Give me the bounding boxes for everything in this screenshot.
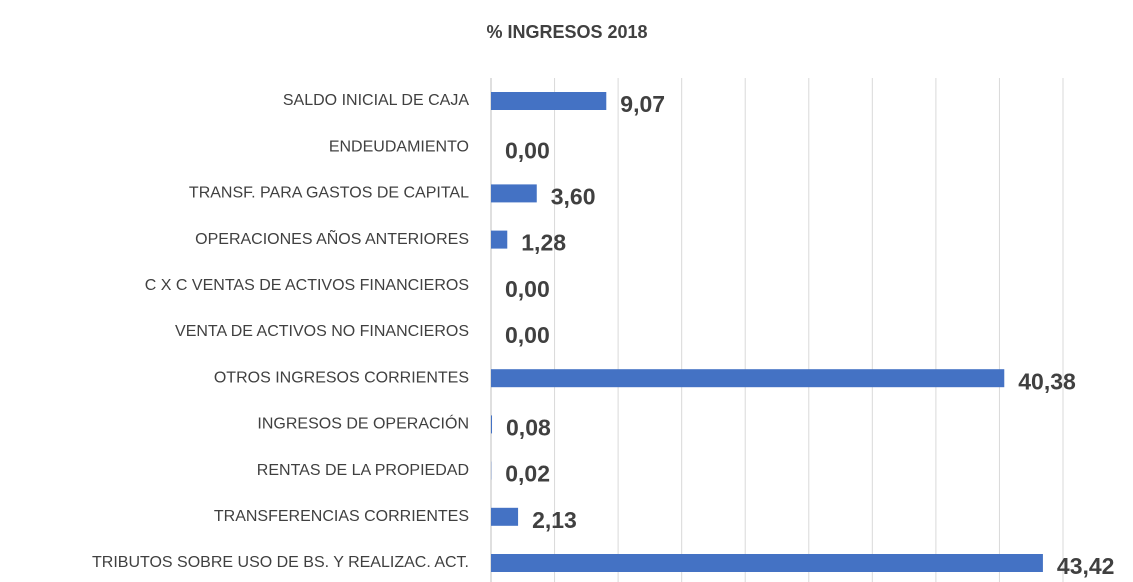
y-tick-label: OTROS INGRESOS CORRIENTES — [214, 369, 469, 386]
y-tick-label: C X C VENTAS DE ACTIVOS FINANCIEROS — [145, 277, 469, 294]
data-label: 0,00 — [505, 276, 550, 302]
data-label: 0,00 — [505, 322, 550, 348]
bar — [491, 554, 1043, 572]
data-label: 1,28 — [521, 230, 566, 256]
data-label: 0,08 — [506, 414, 551, 440]
data-label: 2,13 — [532, 507, 577, 533]
y-tick-label: INGRESOS DE OPERACIÓN — [257, 414, 469, 433]
bar — [491, 369, 1005, 388]
y-tick-label: OPERACIONES AÑOS ANTERIORES — [195, 228, 469, 248]
bar — [491, 230, 508, 249]
data-label: 0,00 — [505, 137, 550, 163]
y-tick-label: TRANSFERENCIAS CORRIENTES — [214, 508, 469, 525]
data-label: 40,38 — [1018, 368, 1076, 394]
y-tick-label: VENTA DE ACTIVOS NO FINANCIEROS — [175, 323, 469, 340]
y-tick-label: ENDEUDAMIENTO — [329, 138, 469, 155]
data-label: 9,07 — [620, 91, 665, 117]
bar — [491, 507, 519, 526]
y-tick-label: TRANSF. PARA GASTOS DE CAPITAL — [189, 185, 469, 202]
data-label: 0,02 — [505, 461, 550, 487]
y-tick-label: TRIBUTOS SOBRE USO DE BS. Y REALIZAC. AC… — [92, 554, 469, 571]
data-label: 3,60 — [551, 183, 596, 209]
chart-title: % INGRESOS 2018 — [486, 22, 647, 42]
bar — [491, 92, 607, 110]
data-label: 43,42 — [1057, 553, 1115, 579]
y-tick-label: SALDO INICIAL DE CAJA — [283, 92, 469, 109]
bar — [491, 184, 537, 203]
y-tick-label: RENTAS DE LA PROPIEDAD — [257, 462, 469, 479]
bar — [491, 415, 493, 434]
